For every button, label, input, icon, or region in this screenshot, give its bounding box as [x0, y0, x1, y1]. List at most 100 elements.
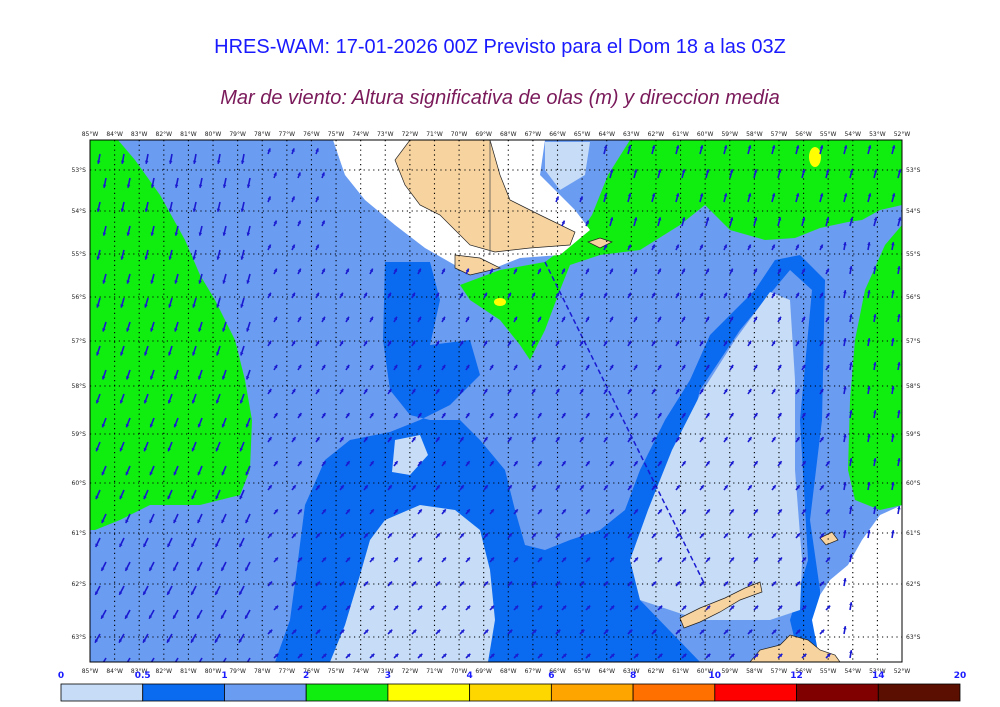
- lon-label-top: 64°W: [598, 131, 615, 138]
- lon-label-top: 77°W: [279, 131, 296, 138]
- colorbar-swatch: [877, 683, 961, 702]
- direction-arrow-head: [316, 437, 320, 441]
- direction-arrow-head: [411, 340, 416, 345]
- direction-arrow-head: [167, 399, 172, 404]
- direction-arrow-head: [387, 340, 392, 345]
- direction-arrow-head: [268, 388, 272, 393]
- direction-arrow-head: [268, 437, 272, 441]
- direction-arrow-head: [245, 471, 249, 476]
- direction-arrow-head: [239, 591, 243, 595]
- direction-arrow-head: [340, 533, 344, 537]
- direction-arrow-head: [246, 280, 250, 284]
- direction-arrow-head: [699, 145, 704, 149]
- direction-arrow-head: [246, 184, 251, 188]
- colorbar-level-label: 20: [954, 671, 967, 681]
- direction-arrow-head: [192, 352, 196, 356]
- direction-arrow-head: [748, 629, 753, 634]
- direction-arrow-head: [849, 410, 853, 414]
- direction-arrow-head: [706, 509, 710, 513]
- direction-arrow-head: [364, 485, 368, 489]
- land-falklands-hint: [587, 237, 613, 249]
- direction-arrow-head: [214, 639, 219, 643]
- direction-arrow-head: [198, 232, 203, 236]
- direction-arrow-head: [675, 340, 680, 345]
- direction-arrow-head: [95, 447, 100, 452]
- direction-arrow-head: [723, 193, 728, 197]
- direction-arrow-head: [192, 160, 197, 164]
- direction-arrow-head: [891, 242, 895, 246]
- direction-arrow-head: [843, 530, 847, 534]
- direction-arrow-head: [561, 220, 565, 225]
- direction-arrow-head: [364, 629, 369, 634]
- direction-arrow-head: [658, 653, 663, 658]
- lon-label-bottom: 54°W: [844, 668, 861, 675]
- direction-arrow-head: [586, 557, 590, 561]
- direction-arrow-head: [651, 193, 656, 197]
- lon-label-bottom: 85°W: [82, 668, 99, 675]
- direction-arrow-head: [144, 304, 148, 308]
- direction-arrow-head: [459, 292, 463, 297]
- direction-arrow-head: [562, 605, 567, 610]
- field-3-4m-drake: [494, 298, 506, 306]
- direction-arrow-head: [143, 543, 147, 547]
- direction-arrow-head: [273, 268, 277, 273]
- direction-arrow-head: [826, 557, 830, 561]
- direction-arrow-head: [126, 232, 131, 236]
- direction-arrow-head: [651, 145, 656, 149]
- direction-arrow-head: [101, 376, 106, 380]
- direction-arrow-head: [778, 413, 782, 417]
- lon-label-bottom: 52°W: [894, 668, 911, 675]
- direction-arrow-head: [268, 629, 273, 634]
- direction-arrow-head: [891, 145, 896, 149]
- direction-arrow-head: [364, 388, 368, 393]
- direction-arrow-head: [96, 256, 101, 260]
- direction-arrow-head: [142, 639, 147, 643]
- direction-arrow-head: [298, 653, 303, 658]
- direction-arrow-head: [747, 340, 752, 345]
- direction-arrow-head: [538, 509, 542, 513]
- direction-arrow-head: [538, 605, 543, 610]
- chart-title: HRES-WAM: 17-01-2026 00Z Previsto para e…: [214, 36, 786, 58]
- colorbar-swatch: [796, 683, 879, 702]
- direction-arrow-head: [442, 605, 447, 610]
- direction-arrow-head: [730, 461, 734, 465]
- lon-label-bottom: 67°W: [525, 668, 542, 675]
- direction-arrow-head: [802, 509, 806, 513]
- direction-arrow-head: [442, 364, 446, 369]
- direction-arrow-head: [149, 615, 153, 619]
- lat-label-left: 56°S: [72, 294, 87, 301]
- lon-label-bottom: 68°W: [500, 668, 517, 675]
- direction-arrow-head: [191, 543, 195, 547]
- lon-label-bottom: 60°W: [697, 668, 714, 675]
- direction-arrow-head: [417, 316, 422, 321]
- direction-arrow-head: [843, 338, 847, 342]
- lon-label-top: 56°W: [795, 131, 812, 138]
- field-0-0.5m-east: [630, 292, 802, 620]
- direction-arrow-head: [675, 244, 679, 249]
- direction-arrow-head: [322, 364, 326, 369]
- direction-arrow-head: [514, 461, 518, 465]
- direction-arrow-head: [675, 193, 680, 197]
- direction-arrow-head: [604, 485, 608, 489]
- lon-label-top: 81°W: [180, 131, 197, 138]
- direction-arrow-head: [174, 280, 178, 284]
- direction-arrow-head: [460, 581, 465, 585]
- direction-arrow-head: [298, 509, 302, 513]
- direction-arrow-head: [706, 413, 710, 417]
- colorbar-swatch: [387, 683, 471, 702]
- direction-arrow-head: [267, 148, 271, 152]
- direction-arrow-head: [873, 217, 878, 221]
- direction-arrow-head: [676, 485, 680, 489]
- direction-arrow-head: [676, 581, 681, 585]
- direction-arrow-head: [651, 340, 656, 345]
- direction-arrow-head: [772, 629, 777, 634]
- colorbar-level-label: 1: [221, 671, 227, 681]
- direction-arrow-head: [346, 509, 350, 513]
- direction-arrow-head: [682, 413, 686, 417]
- direction-arrow-head: [221, 663, 224, 666]
- direction-arrow-head: [891, 386, 895, 390]
- lat-label-right: 62°S: [906, 581, 921, 588]
- direction-arrow-head: [777, 268, 781, 273]
- direction-arrow-head: [682, 461, 686, 465]
- direction-arrow-head: [387, 292, 391, 297]
